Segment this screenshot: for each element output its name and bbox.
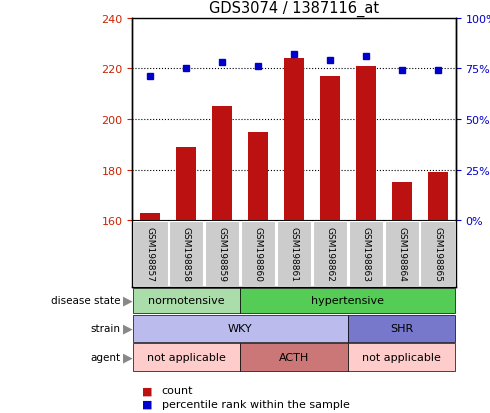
Bar: [248, 133, 268, 221]
Text: GSM198861: GSM198861: [290, 227, 298, 281]
Bar: [320, 77, 340, 221]
FancyBboxPatch shape: [133, 288, 240, 313]
FancyBboxPatch shape: [385, 222, 419, 286]
FancyBboxPatch shape: [241, 344, 347, 371]
FancyBboxPatch shape: [277, 222, 311, 286]
Text: strain: strain: [90, 323, 120, 333]
Text: normotensive: normotensive: [148, 295, 224, 306]
Bar: [284, 59, 304, 221]
FancyBboxPatch shape: [313, 222, 347, 286]
Text: ▶: ▶: [122, 322, 132, 335]
FancyBboxPatch shape: [241, 288, 455, 313]
Bar: [176, 147, 196, 221]
FancyBboxPatch shape: [348, 344, 455, 371]
Text: hypertensive: hypertensive: [312, 295, 384, 306]
FancyBboxPatch shape: [420, 222, 455, 286]
Text: ACTH: ACTH: [279, 352, 309, 362]
FancyBboxPatch shape: [133, 315, 347, 342]
Text: not applicable: not applicable: [147, 352, 225, 362]
Bar: [140, 214, 160, 221]
Text: agent: agent: [90, 352, 120, 362]
Text: SHR: SHR: [390, 323, 414, 333]
Text: GSM198860: GSM198860: [253, 227, 263, 281]
Text: GSM198858: GSM198858: [182, 227, 191, 281]
Text: GSM198863: GSM198863: [361, 227, 370, 281]
Text: WKY: WKY: [228, 323, 252, 333]
Text: ▶: ▶: [122, 294, 132, 307]
Bar: [212, 107, 232, 221]
Text: GSM198859: GSM198859: [218, 227, 227, 281]
Text: GSM198862: GSM198862: [325, 227, 335, 281]
Bar: [356, 66, 376, 221]
Text: not applicable: not applicable: [363, 352, 441, 362]
FancyBboxPatch shape: [348, 222, 383, 286]
Bar: [428, 173, 448, 221]
Title: GDS3074 / 1387116_at: GDS3074 / 1387116_at: [209, 1, 379, 17]
Text: disease state: disease state: [50, 295, 120, 306]
Text: ■: ■: [142, 399, 152, 409]
FancyBboxPatch shape: [241, 222, 275, 286]
Text: ■: ■: [142, 385, 152, 395]
FancyBboxPatch shape: [133, 222, 168, 286]
Text: percentile rank within the sample: percentile rank within the sample: [162, 399, 349, 409]
Text: GSM198864: GSM198864: [397, 227, 406, 281]
FancyBboxPatch shape: [205, 222, 240, 286]
Text: ▶: ▶: [122, 351, 132, 364]
Text: GSM198865: GSM198865: [433, 227, 442, 281]
Text: count: count: [162, 385, 193, 395]
FancyBboxPatch shape: [348, 315, 455, 342]
Text: GSM198857: GSM198857: [146, 227, 155, 281]
FancyBboxPatch shape: [133, 344, 240, 371]
FancyBboxPatch shape: [169, 222, 203, 286]
Bar: [392, 183, 412, 221]
